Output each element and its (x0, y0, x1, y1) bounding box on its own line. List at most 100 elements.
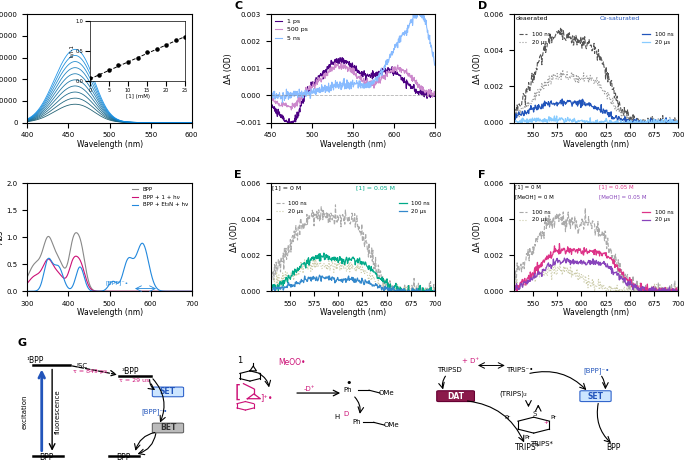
Text: [MeOH] = 0.05 M: [MeOH] = 0.05 M (599, 194, 647, 199)
Legend: 100 ns, 20 μs: 100 ns, 20 μs (640, 30, 675, 47)
FancyBboxPatch shape (580, 391, 611, 401)
500 ps (345, 64, 353, 70)
Text: ]⁺•: ]⁺• (260, 393, 273, 402)
Text: BPP: BPP (116, 453, 131, 462)
Text: [BPP]⁻•: [BPP]⁻• (141, 408, 168, 415)
BPP (188, 288, 196, 294)
Text: ³BPP: ³BPP (122, 367, 139, 376)
BPP + 1 + hν (66, 266, 74, 272)
Text: [BPP]⁻•: [BPP]⁻• (105, 281, 129, 286)
Text: OMe: OMe (379, 390, 395, 396)
Text: [1] = 0 M: [1] = 0 M (516, 184, 541, 189)
BPP + 1 + hν (23, 280, 32, 286)
1 ps (402, 80, 410, 86)
BPP + Et₃N + hν (98, 288, 106, 294)
Text: C: C (234, 1, 242, 11)
Text: Ph: Ph (353, 419, 362, 425)
BPP + Et₃N + hν (23, 288, 32, 294)
1 ps (288, 123, 297, 129)
500 ps (287, 107, 295, 113)
BPP + 1 + hν (188, 288, 196, 294)
Text: TRIPS*: TRIPS* (515, 443, 541, 452)
1 ps (345, 59, 353, 65)
BPP (147, 288, 155, 294)
Y-axis label: ΔA (OD): ΔA (OD) (225, 53, 234, 84)
X-axis label: Wavelength (nm): Wavelength (nm) (320, 308, 386, 317)
Text: [: [ (234, 384, 241, 402)
X-axis label: Wavelength (nm): Wavelength (nm) (563, 308, 629, 317)
Text: TRIPS⁻•: TRIPS⁻• (506, 367, 533, 373)
X-axis label: Wavelength (nm): Wavelength (nm) (563, 140, 629, 149)
Text: BPP: BPP (607, 443, 621, 452)
BPP + Et₃N + hν (147, 272, 155, 278)
5 ns (364, 81, 373, 87)
5 ns (414, 5, 422, 11)
Text: [BPP]⁻•: [BPP]⁻• (584, 367, 610, 374)
1 ps (356, 70, 364, 76)
Text: ¹BPP: ¹BPP (27, 356, 44, 365)
X-axis label: Wavelength (nm): Wavelength (nm) (77, 308, 142, 317)
BPP + Et₃N + hν (52, 262, 60, 268)
BPP + 1 + hν (98, 288, 106, 294)
Text: E: E (234, 170, 242, 180)
5 ns (346, 81, 354, 86)
5 ns (356, 81, 364, 87)
500 ps (331, 60, 339, 66)
Text: •: • (345, 379, 351, 389)
5 ns (401, 29, 410, 35)
BPP + Et₃N + hν (66, 286, 74, 292)
BPP (134, 288, 142, 294)
Text: Pr: Pr (504, 415, 510, 420)
BPP (72, 230, 80, 236)
Line: 5 ns: 5 ns (271, 8, 435, 103)
Y-axis label: Abs: Abs (0, 230, 5, 244)
X-axis label: Wavelength (nm): Wavelength (nm) (77, 140, 142, 149)
500 ps (431, 90, 439, 96)
BPP (23, 274, 32, 280)
Y-axis label: ΔA (OD): ΔA (OD) (473, 222, 482, 253)
Text: G: G (18, 338, 27, 348)
5 ns (345, 86, 353, 91)
BPP (52, 250, 60, 256)
Y-axis label: ΔA (OD): ΔA (OD) (473, 53, 482, 84)
1 ps (365, 72, 373, 77)
5 ns (427, 45, 436, 50)
Text: + D⁺: + D⁺ (462, 358, 480, 364)
500 ps (402, 68, 410, 74)
500 ps (266, 93, 275, 99)
Text: ISC: ISC (76, 363, 87, 370)
1 ps (346, 64, 354, 70)
500 ps (356, 76, 364, 81)
Text: BET: BET (160, 424, 176, 433)
1 ps (431, 94, 439, 99)
Text: excitation: excitation (21, 394, 27, 429)
5 ns (278, 100, 286, 105)
500 ps (365, 79, 373, 85)
Text: DAT: DAT (447, 392, 464, 400)
BPP (121, 288, 129, 294)
Text: -D⁺: -D⁺ (304, 386, 316, 392)
500 ps (346, 68, 354, 74)
BPP (98, 288, 106, 294)
Line: 500 ps: 500 ps (271, 63, 435, 110)
BPP + 1 + hν (72, 253, 80, 259)
Text: H: H (334, 415, 340, 420)
Text: 1: 1 (237, 356, 242, 365)
Text: S: S (533, 411, 537, 417)
Text: Ph: Ph (343, 387, 351, 393)
Text: F: F (477, 170, 485, 180)
5 ns (266, 89, 275, 95)
BPP (66, 251, 74, 256)
BPP + 1 + hν (52, 267, 60, 273)
BPP + 1 + hν (121, 288, 129, 294)
Text: Pr: Pr (524, 436, 530, 440)
Text: D: D (477, 1, 487, 11)
Text: D: D (343, 411, 348, 417)
Text: deaerated: deaerated (516, 17, 548, 21)
Text: [1] = 0 M: [1] = 0 M (272, 185, 301, 190)
Text: MeOO•: MeOO• (278, 358, 306, 367)
Text: (TRIPS)₂: (TRIPS)₂ (499, 391, 527, 398)
FancyBboxPatch shape (152, 423, 184, 433)
BPP + 1 + hν (147, 288, 155, 294)
Line: BPP + Et₃N + hν: BPP + Et₃N + hν (27, 243, 192, 291)
